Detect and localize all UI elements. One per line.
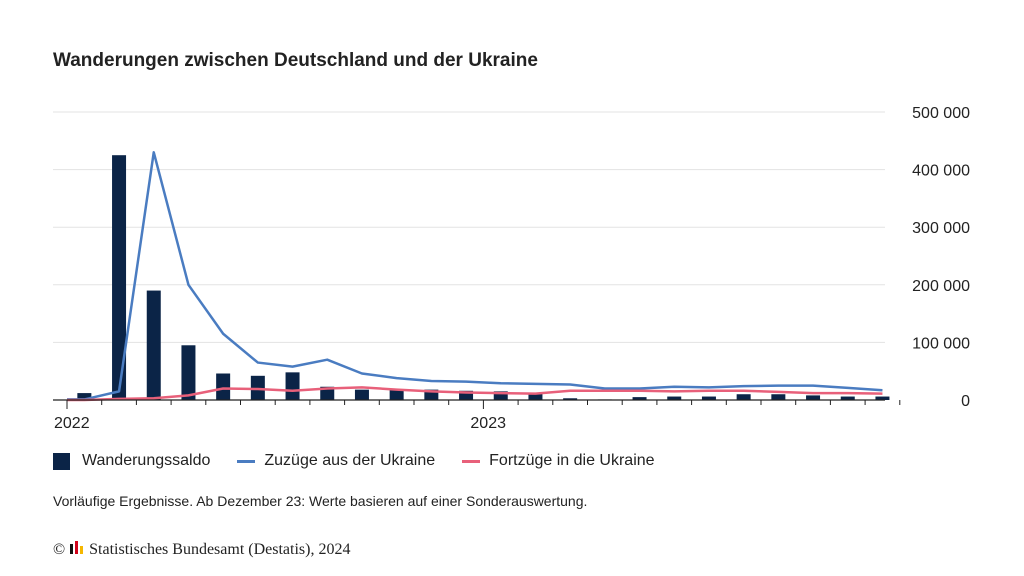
x-tick-label: 2022 xyxy=(54,415,90,432)
copyright-symbol: © xyxy=(53,540,66,558)
bar xyxy=(701,396,716,400)
bar xyxy=(563,398,578,400)
source-text: Statistisches Bundesamt (Destatis), 2024 xyxy=(89,540,351,558)
bar xyxy=(320,386,335,400)
bar xyxy=(77,393,92,400)
legend-swatch-line xyxy=(237,459,256,463)
chart-title: Wanderungen zwischen Deutschland und der… xyxy=(53,50,538,71)
bar xyxy=(354,389,369,400)
bar xyxy=(528,392,543,400)
bar xyxy=(285,372,300,400)
y-tick-label: 300 000 xyxy=(912,220,970,237)
y-tick-label: 200 000 xyxy=(912,278,970,295)
bar-series-wanderungssaldo xyxy=(77,155,890,400)
legend-label: Fortzüge in die Ukraine xyxy=(489,452,655,469)
y-tick-label: 100 000 xyxy=(912,335,970,352)
y-tick-label: 500 000 xyxy=(912,105,970,122)
bar xyxy=(493,391,508,400)
legend-swatch-line xyxy=(462,459,481,463)
bar xyxy=(112,155,127,400)
legend-item-wanderungssaldo[interactable]: Wanderungssaldo xyxy=(53,452,210,470)
bar xyxy=(840,396,855,400)
x-tick-label: 2023 xyxy=(470,415,506,432)
line-zuzuege xyxy=(67,151,883,401)
bar xyxy=(459,390,474,400)
y-tick-label: 0 xyxy=(961,393,970,410)
source-footer: © Statistisches Bundesamt (Destatis), 20… xyxy=(53,540,350,559)
bar xyxy=(875,396,890,400)
gridlines xyxy=(53,111,885,343)
line-series xyxy=(67,151,883,402)
y-axis: 500 000 400 000 300 000 200 000 100 000 0 xyxy=(912,105,970,410)
legend-item-zuzuege[interactable]: Zuzüge aus der Ukraine xyxy=(237,452,435,470)
bar xyxy=(424,389,439,400)
legend: Wanderungssaldo Zuzüge aus der Ukraine F… xyxy=(53,452,682,470)
legend-label: Zuzüge aus der Ukraine xyxy=(264,452,436,469)
bar xyxy=(667,396,682,400)
bar xyxy=(771,394,786,400)
legend-swatch-bar xyxy=(53,452,70,470)
chart-note: Vorläufige Ergebnisse. Ab Dezember 23: W… xyxy=(53,493,588,509)
x-axis: 2022 2023 xyxy=(53,399,901,432)
bar xyxy=(806,395,821,400)
legend-item-fortzuege[interactable]: Fortzüge in die Ukraine xyxy=(462,452,655,470)
bar xyxy=(146,290,161,400)
bar xyxy=(216,373,231,400)
bar xyxy=(736,394,751,400)
bar xyxy=(181,345,196,400)
bar xyxy=(632,397,647,400)
line-fortzuege xyxy=(67,386,883,402)
legend-label: Wanderungssaldo xyxy=(82,452,211,469)
bar xyxy=(389,389,404,400)
y-tick-label: 400 000 xyxy=(912,163,970,180)
destatis-logo-icon xyxy=(69,540,85,559)
